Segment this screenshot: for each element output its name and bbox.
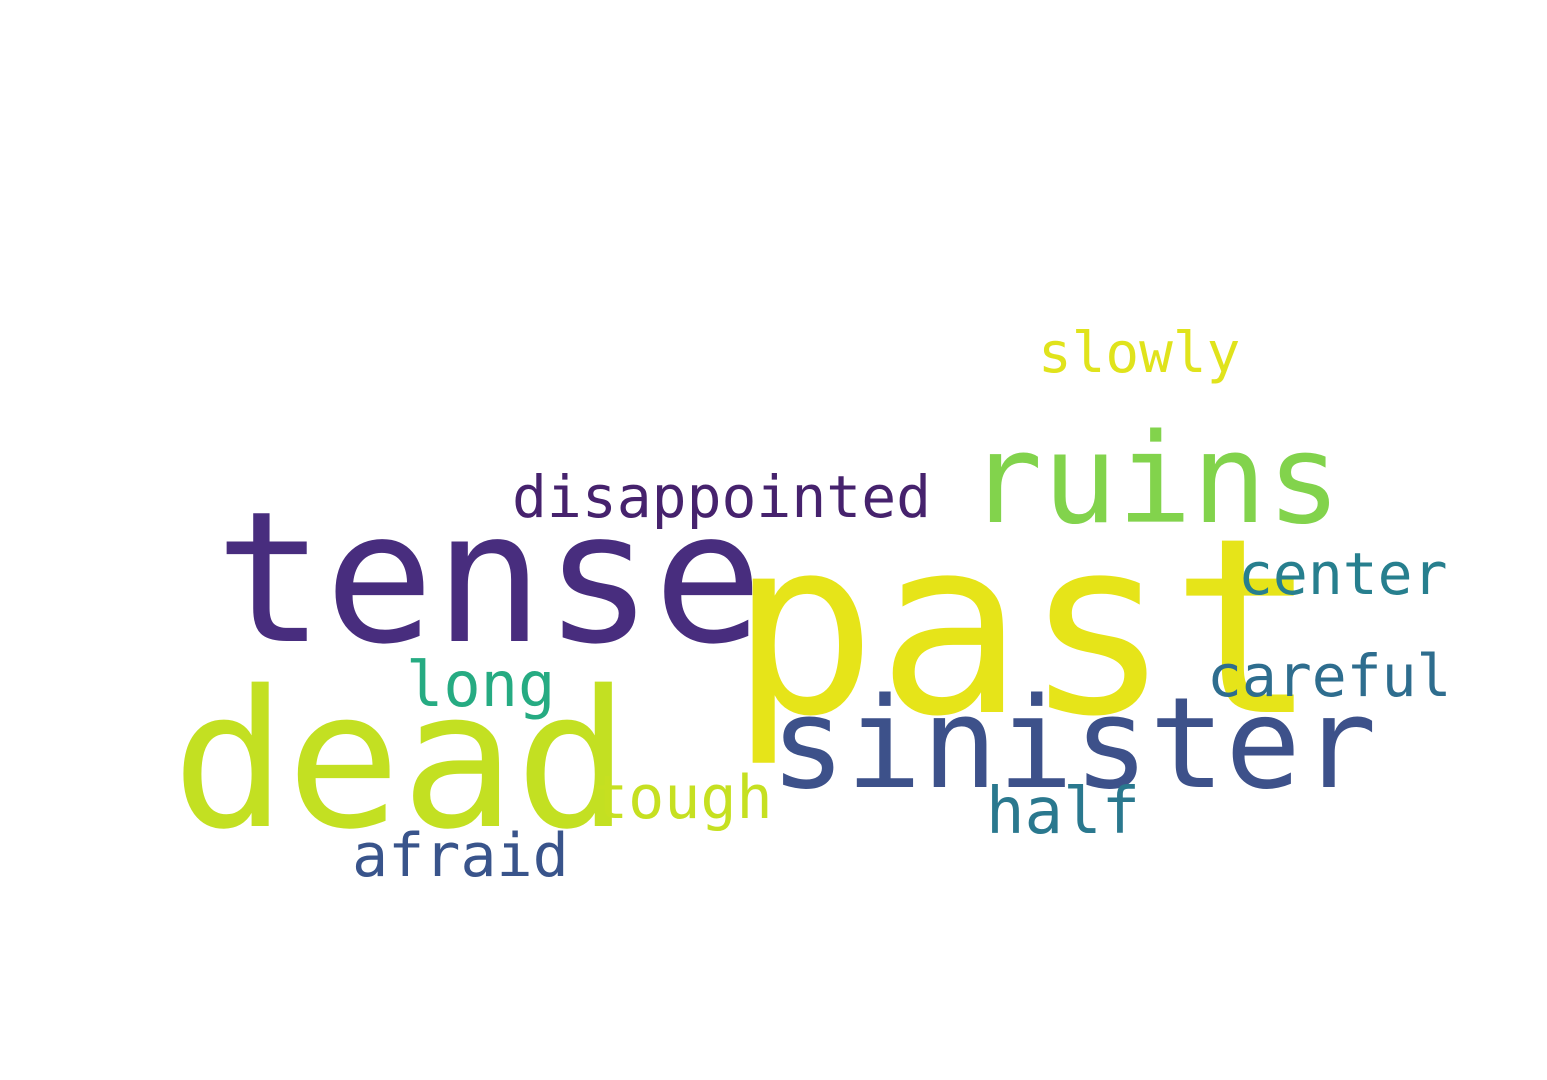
word-long: long <box>406 648 556 721</box>
word-half: half <box>986 775 1141 849</box>
word-slowly: slowly <box>1038 321 1241 386</box>
word-sinister: sinister <box>770 670 1377 817</box>
word-careful: careful <box>1207 642 1452 710</box>
word-tense: tense <box>215 472 763 684</box>
word-center: center <box>1238 540 1448 608</box>
word-disappointed: disappointed <box>512 463 932 531</box>
word-ruins: ruins <box>968 408 1342 552</box>
word-tough: tough <box>592 763 773 833</box>
word-dead: dead <box>172 650 630 871</box>
word-afraid: afraid <box>352 821 569 891</box>
word-past: past <box>730 486 1318 770</box>
